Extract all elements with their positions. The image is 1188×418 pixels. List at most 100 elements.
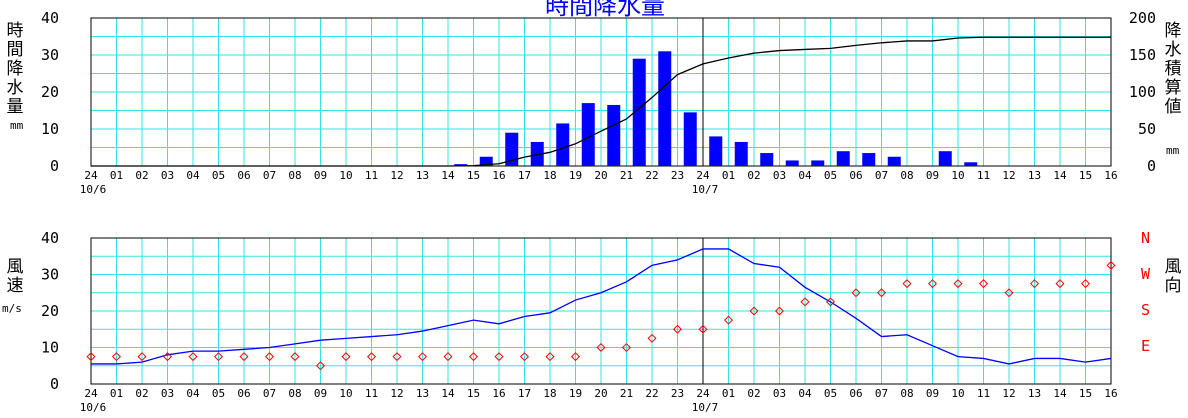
x-tick-label: 03 <box>161 169 174 182</box>
x-tick-label: 13 <box>416 169 429 182</box>
precip-bar <box>709 136 723 166</box>
x-tick-label: 17 <box>518 169 531 182</box>
wind-direction-marker <box>723 315 734 325</box>
x-tick-label: 16 <box>492 387 505 400</box>
x-tick-label: 06 <box>849 169 862 182</box>
x-tick-label: 24 <box>84 387 98 400</box>
x-tick-label: 24 <box>696 169 710 182</box>
precip-bar <box>964 162 978 166</box>
precip-left-char: 間 <box>6 40 24 60</box>
wind-direction-marker <box>137 352 147 362</box>
y-tick-label: 0 <box>50 375 59 393</box>
wind-direction-marker <box>545 352 555 362</box>
precip-right-char: 算 <box>1164 78 1182 98</box>
x-tick-label: 05 <box>212 387 225 400</box>
x-tick-label: 03 <box>773 387 786 400</box>
x-tick-label: 10 <box>951 169 964 182</box>
y-tick-label: 30 <box>41 46 59 64</box>
precip-bar <box>632 58 646 167</box>
wind-direction-marker <box>443 352 453 362</box>
x-tick-label: 16 <box>492 169 505 182</box>
wind-right-char: 風 <box>1164 257 1182 277</box>
wind-direction-marker <box>1004 288 1014 298</box>
precip-bar <box>836 151 850 166</box>
wind-direction-marker <box>213 352 224 362</box>
precip-left-char: 水 <box>6 78 24 98</box>
x-tick-label: 13 <box>1028 169 1041 182</box>
precip-bar <box>938 151 952 166</box>
x-tick-label: 16 <box>1104 387 1117 400</box>
x-tick-label: 15 <box>467 387 480 400</box>
precip-left-label: 時 間 降 水 量 <box>4 22 26 117</box>
wind-direction-marker <box>902 279 912 289</box>
x-tick-label: 01 <box>722 387 735 400</box>
wind-direction-marker <box>111 352 122 362</box>
y-tick-label: 20 <box>41 302 59 320</box>
wind-direction-marker <box>876 288 887 298</box>
x-tick-label: 07 <box>875 387 888 400</box>
wind-dir-n: N <box>1141 229 1151 247</box>
y2-tick-label: 200 <box>1129 9 1156 27</box>
x-tick-label: 17 <box>518 387 531 400</box>
wind-direction-marker <box>86 352 96 362</box>
wind-direction-marker <box>366 352 377 362</box>
precip-right-label: 降 水 積 算 値 <box>1162 22 1184 117</box>
wind-direction-marker <box>1080 279 1091 289</box>
y2-tick-label: 50 <box>1138 120 1156 138</box>
x-tick-label: 04 <box>798 169 812 182</box>
wind-right-char: 向 <box>1164 276 1182 296</box>
x-tick-label: 02 <box>747 387 760 400</box>
x-tick-label: 13 <box>1028 387 1041 400</box>
wind-direction-marker <box>188 352 198 362</box>
chart-title: 時間降水量 <box>545 0 665 20</box>
x-tick-label: 09 <box>926 387 939 400</box>
x-tick-label: 06 <box>237 169 250 182</box>
x-tick-label: 22 <box>645 387 658 400</box>
precip-bar <box>862 153 876 166</box>
wind-direction-marker <box>774 306 785 316</box>
wind-left-char: 風 <box>6 257 24 277</box>
x-tick-label: 10 <box>951 387 964 400</box>
x-tick-label: 11 <box>365 169 378 182</box>
wind-direction-marker <box>698 324 708 334</box>
precip-right-char: 降 <box>1164 21 1182 41</box>
wind-direction-marker <box>290 352 300 362</box>
wind-direction-marker <box>927 279 938 289</box>
precip-right-char: 水 <box>1164 40 1182 60</box>
x-tick-label: 14 <box>441 169 455 182</box>
x-tick-label: 20 <box>594 387 607 400</box>
x-tick-label: 12 <box>1002 387 1015 400</box>
x-tick-label: 23 <box>671 387 684 400</box>
x-tick-label: 02 <box>747 169 760 182</box>
wind-direction-marker <box>825 297 836 307</box>
precip-bar <box>683 112 697 166</box>
x-tick-label: 15 <box>1079 169 1092 182</box>
precip-bar <box>479 156 493 166</box>
y2-tick-label: 150 <box>1129 46 1156 64</box>
x-tick-label: 21 <box>620 387 633 400</box>
wind-direction-marker <box>749 306 759 316</box>
x-tick-label: 14 <box>1053 169 1067 182</box>
x-tick-label: 05 <box>824 387 837 400</box>
x-tick-label: 02 <box>135 387 148 400</box>
x-tick-label: 10 <box>339 169 352 182</box>
x-tick-label: 24 <box>696 387 710 400</box>
x-tick-label: 11 <box>977 169 990 182</box>
x-tick-label: 04 <box>798 387 812 400</box>
precip-bar <box>785 160 799 166</box>
wind-direction-marker <box>953 279 963 289</box>
wind-direction-marker <box>417 352 428 362</box>
wind-speed-line <box>91 248 1112 365</box>
wind-direction-marker <box>1029 279 1040 289</box>
x-tick-label: 01 <box>722 169 735 182</box>
y2-tick-label: 0 <box>1147 157 1156 175</box>
x-tick-label: 07 <box>875 169 888 182</box>
x-tick-label: 14 <box>1053 387 1067 400</box>
x-tick-label: 09 <box>314 169 327 182</box>
precip-right-char: 積 <box>1164 59 1182 79</box>
wind-direction-marker <box>621 342 632 353</box>
x-tick-label: 12 <box>1002 169 1015 182</box>
x-tick-label: 08 <box>288 387 301 400</box>
x-tick-label: 06 <box>849 387 862 400</box>
